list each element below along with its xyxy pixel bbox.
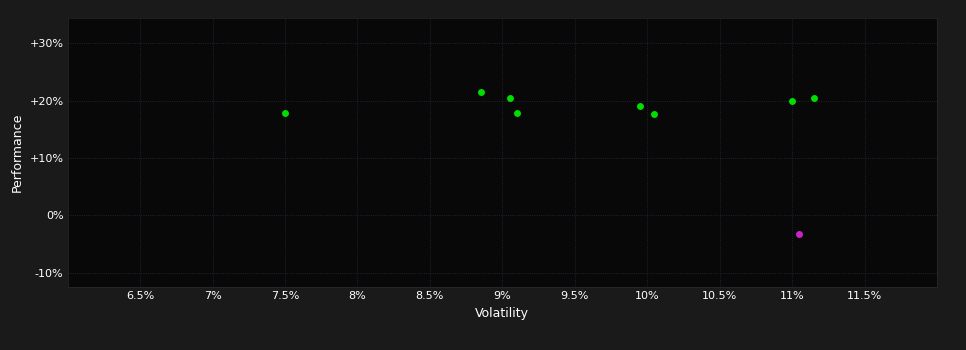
X-axis label: Volatility: Volatility <box>475 307 529 320</box>
Y-axis label: Performance: Performance <box>11 113 24 192</box>
